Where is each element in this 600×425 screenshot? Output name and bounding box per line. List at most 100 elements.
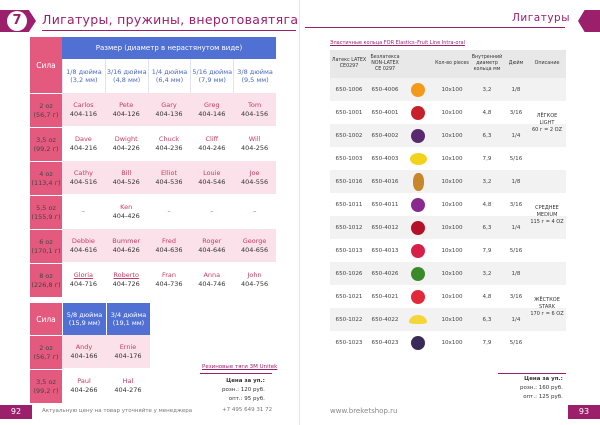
right-page-title: Лигатуры (512, 12, 570, 24)
ligature-name: Louie (203, 168, 221, 177)
quantity: 10х100 (434, 262, 470, 285)
right-price-block: Цена за уп.: розн.: 160 руб. опт.: 125 р… (520, 375, 563, 402)
nonlatex-code: 650-4006 (368, 78, 402, 101)
product-code: 404-156 (241, 109, 269, 118)
nonlatex-code: 650-4011 (368, 193, 402, 216)
orange-icon (411, 82, 425, 97)
product-code: 404-656 (241, 245, 269, 254)
table-cell: Bummer 404-626 (104, 229, 148, 262)
ligature-name: Chuck (158, 134, 180, 143)
latex-code: 650-1023 (330, 331, 368, 354)
product-code: 404-516 (69, 177, 97, 186)
table-cell: Roberto 404-726 (104, 263, 148, 296)
inner-diameter: 4,8 (470, 285, 504, 308)
page-number-left: 92 (0, 405, 32, 419)
column-header: Описание (528, 50, 566, 78)
inner-diameter: 7,9 (470, 147, 504, 170)
pineapple-icon (412, 172, 424, 191)
column-header: Латекс LATEX CE0297 (330, 50, 368, 78)
quantity: 10х100 (434, 308, 470, 331)
ligature-name: Dave (74, 134, 92, 143)
website-link[interactable]: www.breketshop.ru (330, 407, 398, 415)
product-code: 404-136 (155, 109, 183, 118)
grapes-icon (411, 197, 425, 212)
ligature-name: Cliff (205, 134, 219, 143)
elastic-table-title: Эластичные кольца FOR Elastics–Fruit Lin… (330, 40, 465, 46)
description-cell (528, 262, 566, 285)
left-header: 7 Лигатуры, пружины, внеротоваятяга (0, 10, 298, 32)
ligature-name: Tom (247, 100, 262, 109)
description-cell (528, 216, 566, 239)
ligature-size-grid: Сила Размер (диаметр в нерастянутом виде… (30, 37, 276, 297)
force-label: 2 oz (56,7 г) (30, 93, 62, 127)
ligature-name: Gary (161, 100, 177, 109)
description-cell: СРЕДНЕЕ MEDIUM 115 г = 4 OZ (528, 193, 566, 225)
quantity: 10х100 (434, 193, 470, 216)
quantity: 10х100 (434, 147, 470, 170)
fruit-cell (402, 285, 434, 308)
ligature-name: Will (248, 134, 261, 143)
table-cell: – (147, 195, 191, 228)
force-column-header: Сила (30, 303, 62, 335)
table-cell: Cathy 404-516 (62, 161, 105, 194)
size-subheader: 1/4 дюйма (6,4 мм) (147, 59, 191, 93)
quantity: 10х100 (434, 78, 470, 101)
inner-diameter: 7,9 (470, 331, 504, 354)
product-code: 404-526 (112, 177, 140, 186)
product-code: 404-736 (155, 279, 183, 288)
inner-diameter: 6,3 (470, 308, 504, 331)
table-cell: Roger 404-646 (190, 229, 234, 262)
table-cell: Ken 404-426 (104, 195, 148, 228)
ligature-name: Fred (162, 236, 176, 245)
description-cell (528, 331, 566, 354)
product-code: 404-216 (69, 143, 97, 152)
plum-icon (411, 128, 425, 143)
table-cell: Gary 404-136 (147, 93, 191, 126)
inner-diameter: 3,2 (470, 262, 504, 285)
ligature-name: Elliot (160, 168, 178, 177)
force-label: 6 oz (170,1 г) (30, 229, 62, 263)
column-header: Кол-во pieces (434, 50, 470, 78)
apple-icon (411, 105, 425, 120)
inch-size: 1/4 (504, 124, 528, 147)
product-code: 404-546 (198, 177, 226, 186)
product-note: Резиновые тяги 3M Unitek (202, 364, 278, 370)
fruit-cell (402, 124, 434, 147)
strawberry-icon (411, 289, 425, 304)
size-subheader: 1/8 дюйма (3,2 мм) (62, 59, 105, 93)
ligature-name: – (81, 207, 86, 215)
ligature-name: George (242, 236, 267, 245)
ligature-name: Cathy (73, 168, 93, 177)
product-code: 404-256 (241, 143, 269, 152)
table-cell: Chuck 404-236 (147, 127, 191, 160)
table-cell: Bill 404-526 (104, 161, 148, 194)
table-cell: Will 404-256 (233, 127, 276, 160)
table-cell: George 404-656 (233, 229, 276, 262)
ligature-name: Roger (202, 236, 222, 245)
product-code: 404-636 (155, 245, 183, 254)
price-title: Цена за уп.: (226, 378, 265, 384)
inch-size: 3/16 (504, 193, 528, 216)
size-subheader: 3/8 дюйма (9,5 мм) (233, 59, 276, 93)
right-price-rule (498, 373, 566, 374)
left-header-rule (42, 30, 296, 31)
force-label: 4 oz (113,4 г) (30, 161, 62, 195)
description-cell (528, 239, 566, 262)
ligature-name: Fran (161, 270, 177, 279)
quantity: 10х100 (434, 170, 470, 193)
elastic-table: Латекс LATEX CE0297 Безлатекса NON-LATEX … (330, 50, 566, 354)
description-cell (528, 147, 566, 170)
product-code: 404-246 (198, 143, 226, 152)
nonlatex-code: 650-4022 (368, 308, 402, 331)
blackberry-icon (411, 335, 425, 350)
force-description: ЛЁГКОЕ LIGHT 60 г = 2 OZ (531, 113, 563, 133)
banana-icon (409, 315, 427, 324)
fruit-cell (402, 331, 434, 354)
raspberry-icon (411, 243, 425, 258)
description-cell (528, 170, 566, 193)
latex-code: 650-1022 (330, 308, 368, 331)
ligature-size-table: Сила Размер (диаметр в нерастянутом виде… (30, 37, 276, 297)
latex-code: 650-1001 (330, 101, 368, 124)
elastic-grid: Латекс LATEX CE0297 Безлатекса NON-LATEX … (330, 50, 566, 354)
